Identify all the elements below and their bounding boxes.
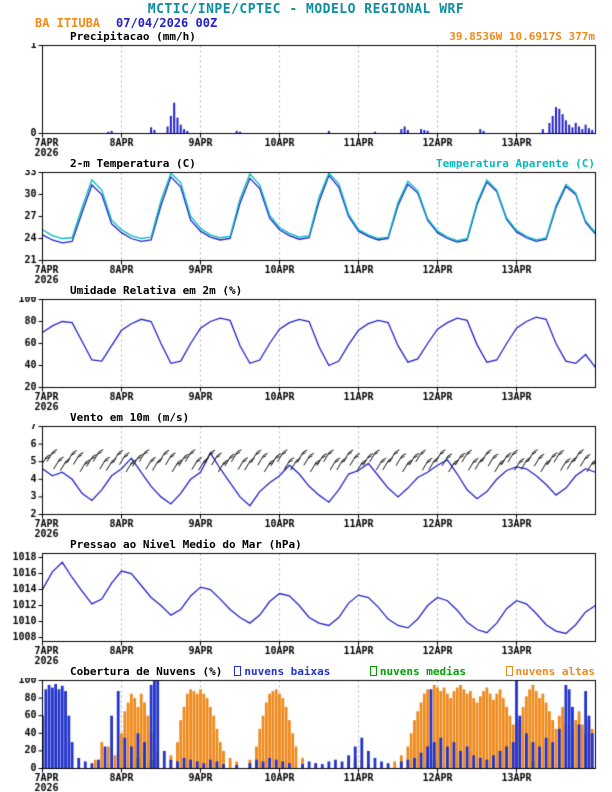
humidity-plot xyxy=(0,297,612,411)
precipitation-plot xyxy=(0,43,612,157)
low-cloud-swatch-icon xyxy=(234,666,242,676)
panel-cloud-cover: Cobertura de Nuvens (%) nuvens baixas nu… xyxy=(0,665,612,792)
panel-wind: Vento em 10m (m/s) xyxy=(0,411,612,538)
mid-cloud-swatch-icon xyxy=(369,666,377,676)
panel-title-temperature: 2-m Temperatura (C) xyxy=(70,157,196,170)
cloud-cover-plot xyxy=(0,678,612,792)
panel-pressure: Pressao ao Nivel Medio do Mar (hPa) xyxy=(0,538,612,665)
legend-nuvens-altas: nuvens altas xyxy=(505,665,595,678)
run-datetime-label: 07/04/2026 00Z xyxy=(116,16,218,30)
pressure-plot xyxy=(0,551,612,665)
panel-temperature: 2-m Temperatura (C) Temperatura Aparente… xyxy=(0,157,612,284)
wind-plot xyxy=(0,424,612,538)
panel-title-pressure: Pressao ao Nivel Medio do Mar (hPa) xyxy=(70,538,302,551)
panel-precipitation: Precipitacao (mm/h) 39.8536W 10.6917S 37… xyxy=(0,30,612,157)
page-title: MCTIC/INPE/CPTEC - MODELO REGIONAL WRF xyxy=(147,2,465,17)
coordinates-label: 39.8536W 10.6917S 377m xyxy=(449,30,595,43)
legend-nuvens-baixas: nuvens baixas xyxy=(234,665,330,678)
panel-pressure-header: Pressao ao Nivel Medio do Mar (hPa) xyxy=(0,538,612,551)
temperature-plot xyxy=(0,170,612,284)
apparent-temperature-label: Temperatura Aparente (C) xyxy=(436,157,595,170)
panel-wind-header: Vento em 10m (m/s) xyxy=(0,411,612,424)
panel-title-wind: Vento em 10m (m/s) xyxy=(70,411,190,424)
panel-title-humidity: Umidade Relativa em 2m (%) xyxy=(70,284,243,297)
legend-nuvens-altas-label: nuvens altas xyxy=(515,665,595,678)
panel-temperature-header: 2-m Temperatura (C) Temperatura Aparente… xyxy=(0,157,612,170)
legend-nuvens-baixas-label: nuvens baixas xyxy=(244,665,331,678)
legend-nuvens-medias-label: nuvens medias xyxy=(379,665,467,678)
panel-humidity-header: Umidade Relativa em 2m (%) xyxy=(0,284,612,297)
station-label: BA ITIUBA xyxy=(35,16,101,30)
panel-humidity: Umidade Relativa em 2m (%) xyxy=(0,284,612,411)
panel-title-precipitation: Precipitacao (mm/h) xyxy=(70,30,196,43)
panel-title-cloud-cover: Cobertura de Nuvens (%) xyxy=(70,665,223,678)
panel-precipitation-header: Precipitacao (mm/h) 39.8536W 10.6917S 37… xyxy=(0,30,612,43)
legend-nuvens-medias: nuvens medias xyxy=(369,665,467,678)
subtitle-row: BA ITIUBA 07/04/2026 00Z xyxy=(0,16,612,30)
cloud-legend: nuvens baixas nuvens medias nuvens altas xyxy=(234,665,595,678)
panel-cloud-cover-header: Cobertura de Nuvens (%) nuvens baixas nu… xyxy=(0,665,612,678)
high-cloud-swatch-icon xyxy=(505,666,513,676)
